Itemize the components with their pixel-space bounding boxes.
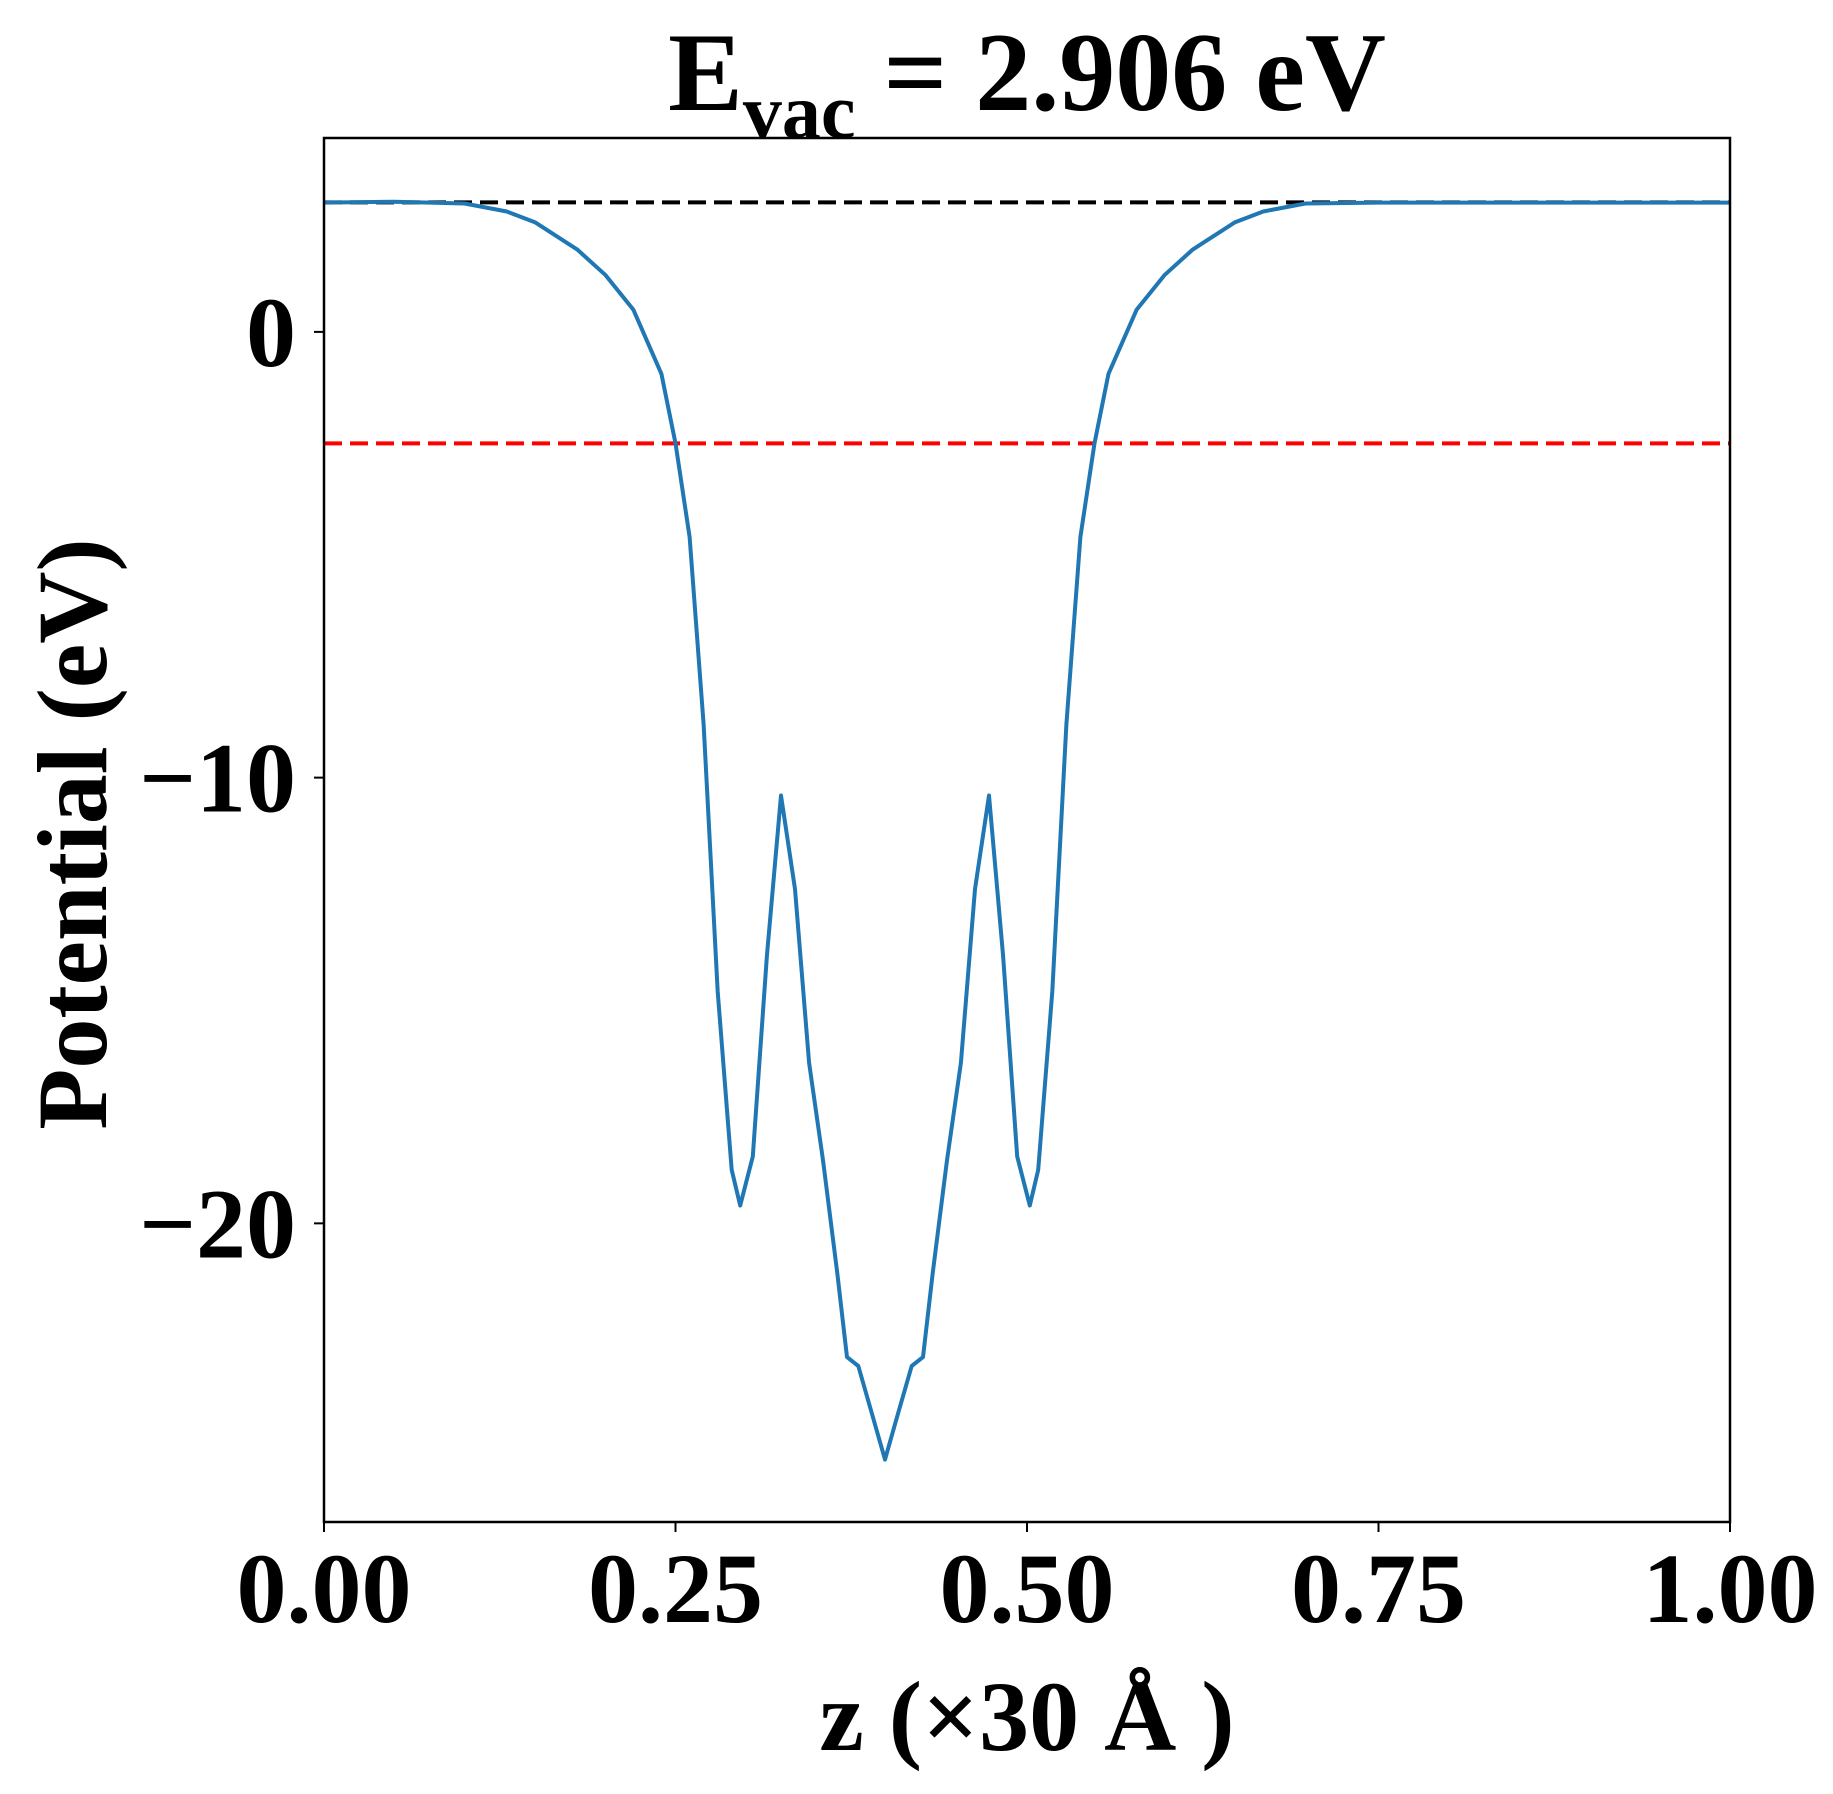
x-tick-label: 0.50 xyxy=(940,1533,1115,1644)
title-subscript: vac xyxy=(743,68,856,155)
x-tick-label: 1.00 xyxy=(1643,1533,1818,1644)
x-tick-label: 0.75 xyxy=(1291,1533,1466,1644)
data-line xyxy=(323,199,1730,1462)
x-tick-label: 0.25 xyxy=(588,1533,763,1644)
title-rest: = 2.906 eV xyxy=(855,11,1385,135)
x-tick-label: 0.00 xyxy=(237,1533,412,1644)
y-axis-label: Potential (eV) xyxy=(17,538,128,1129)
y-tick-label: −20 xyxy=(139,1168,296,1279)
title-main: E xyxy=(668,11,743,135)
plot-frame xyxy=(322,136,1732,1524)
x-axis-label: z (×30 Å ) xyxy=(819,1661,1234,1772)
y-tick-label: 0 xyxy=(246,277,296,388)
chart-title: Evac = 2.906 eV xyxy=(668,11,1386,155)
y-tick-label: −10 xyxy=(139,723,296,834)
